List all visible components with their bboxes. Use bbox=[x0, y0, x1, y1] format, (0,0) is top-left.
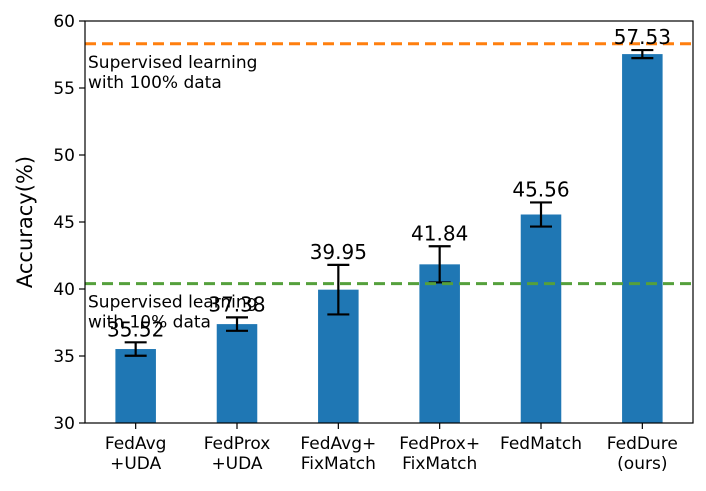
x-tick-label: FedProx +UDA bbox=[204, 434, 271, 474]
reference-line-label: Supervised learning with 100% data bbox=[88, 53, 257, 93]
x-tick-label: FedAvg+ FixMatch bbox=[300, 434, 376, 474]
y-tick-label: 45 bbox=[53, 213, 75, 233]
data-label: 35.52 bbox=[107, 317, 164, 341]
error-bars-layer bbox=[124, 48, 654, 357]
bar bbox=[216, 324, 258, 423]
reference-line-label: Supervised learning with 10% data bbox=[88, 293, 257, 333]
bar bbox=[622, 54, 663, 424]
value-labels-layer: 35.52 37.38 39.95 41.84 45.56 57.53 Supervised… bbox=[88, 25, 671, 341]
y-axis-title: Accuracy(%) bbox=[13, 156, 37, 288]
bar bbox=[419, 264, 460, 423]
y-tick-label: 50 bbox=[53, 146, 75, 166]
bar bbox=[520, 214, 562, 423]
x-axis: FedAvg +UDA FedProx +UDA FedAvg+ FixMatch FedP… bbox=[105, 423, 678, 474]
y-tick-label: 55 bbox=[53, 79, 75, 99]
y-tick-label: 40 bbox=[53, 280, 75, 300]
y-tick-label: 30 bbox=[53, 414, 75, 434]
x-tick-label: FedProx+ FixMatch bbox=[399, 434, 480, 474]
data-label: 37.38 bbox=[208, 292, 265, 316]
data-label: 45.56 bbox=[512, 177, 569, 201]
bar bbox=[115, 349, 156, 423]
x-tick-label: FedDure (ours) bbox=[607, 434, 678, 474]
data-label: 57.53 bbox=[614, 25, 671, 49]
y-tick-label: 35 bbox=[53, 347, 75, 367]
data-label: 39.95 bbox=[310, 240, 367, 264]
x-tick-label: FedMatch bbox=[500, 434, 582, 454]
y-axis: 30 35 40 45 50 55 60 bbox=[53, 12, 85, 434]
y-tick-label: 60 bbox=[53, 12, 75, 32]
data-label: 41.84 bbox=[411, 221, 468, 245]
x-tick-label: FedAvg +UDA bbox=[105, 434, 167, 474]
